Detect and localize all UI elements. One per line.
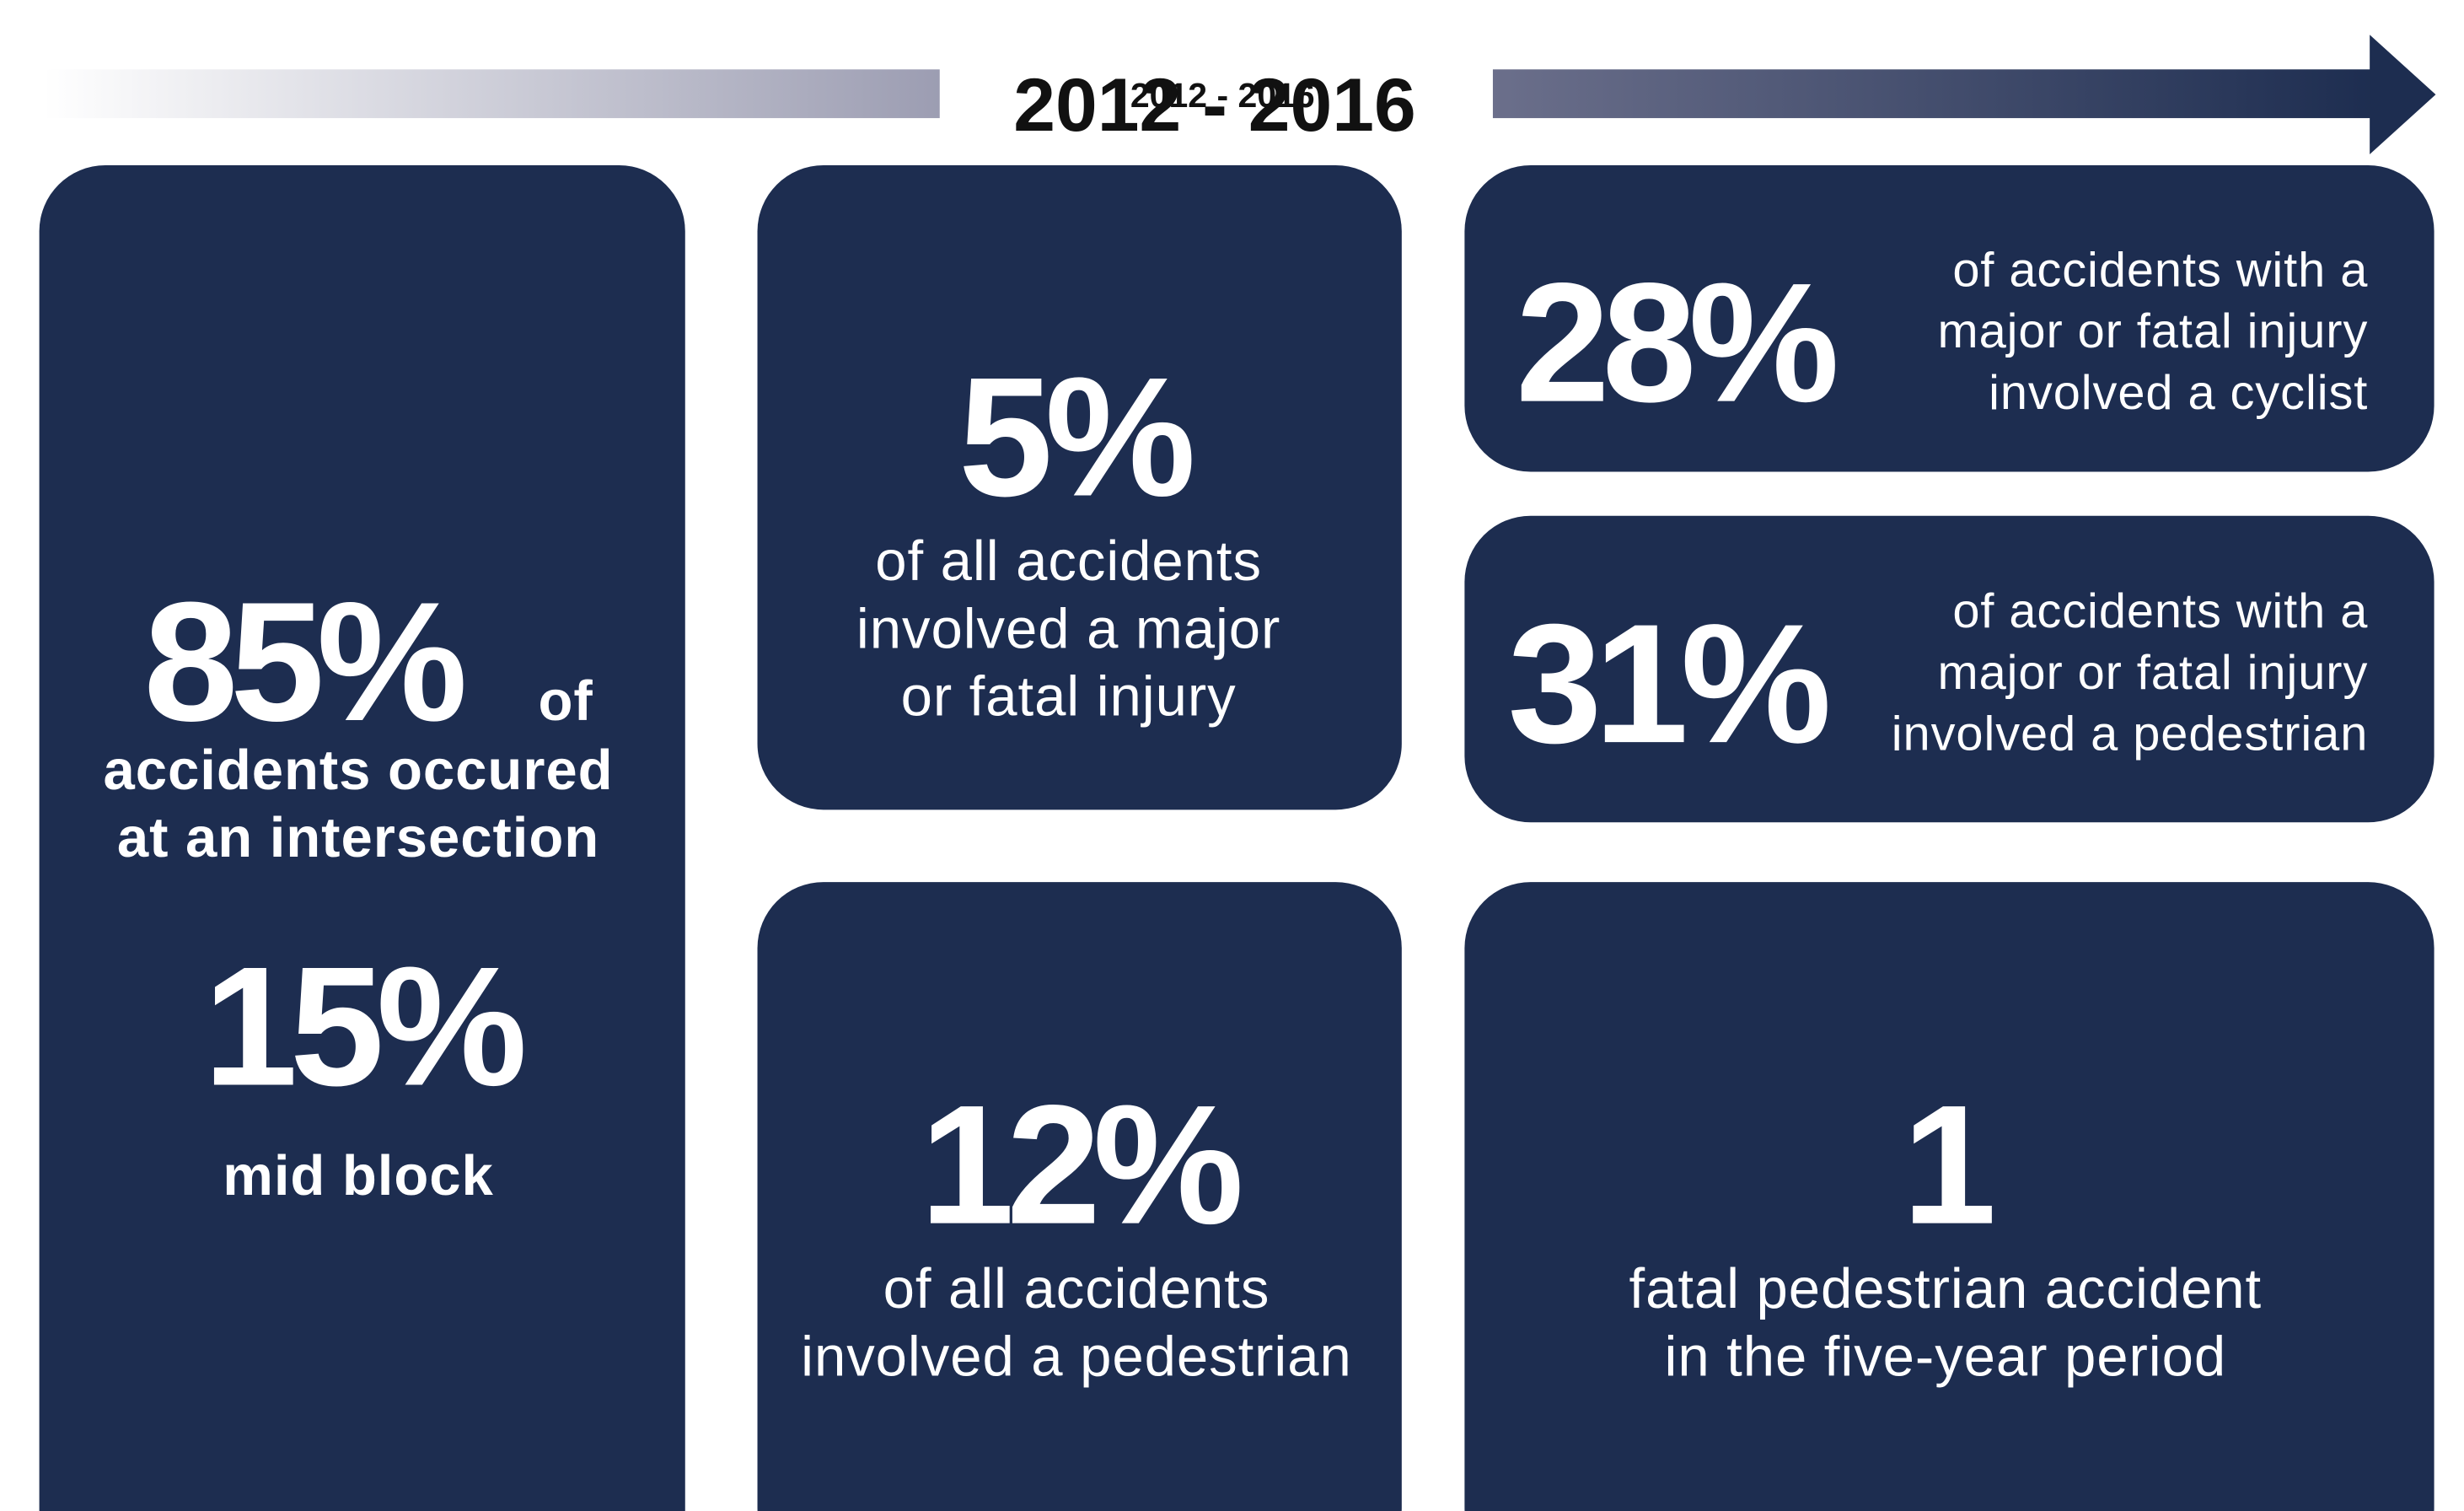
card-text: involved a pedestrian: [801, 1325, 1352, 1388]
card-text: involved a cyclist: [1989, 366, 2368, 420]
stat: 31%: [1508, 589, 1828, 778]
stat: 85%: [143, 567, 463, 756]
card: [1464, 515, 2434, 823]
stat: 1: [1903, 1070, 1993, 1260]
stat: 28%: [1516, 248, 1835, 438]
title-overlay: 2012 - 2016: [1130, 76, 1315, 115]
stat-suffix: of: [538, 669, 593, 733]
timeline-bar-left: [44, 69, 940, 119]
stat: 5%: [958, 341, 1192, 531]
timeline-bar-right: [1492, 69, 2376, 119]
card-text: of accidents with a: [1952, 244, 2368, 298]
card-text: involved a major: [856, 597, 1280, 660]
card: [1464, 165, 2434, 472]
card: [757, 882, 1402, 1511]
card-text: major or fatal injury: [1938, 646, 2369, 700]
card-text: of all accidents: [883, 1257, 1270, 1320]
timeline-arrowhead: [2370, 35, 2436, 154]
card: [1464, 882, 2434, 1511]
card-text: mid block: [223, 1144, 494, 1207]
card-text: fatal pedestrian accident: [1629, 1257, 2263, 1320]
title: 2012 - 2016: [1013, 62, 1416, 147]
card-text: in the five-year period: [1665, 1325, 2227, 1388]
stat: 12%: [920, 1070, 1239, 1260]
card-text: major or fatal injury: [1938, 304, 2369, 358]
card: [39, 165, 685, 1511]
card-text: accidents occured: [104, 739, 614, 802]
card-text: of accidents with a: [1952, 584, 2368, 638]
card: [757, 165, 1402, 810]
card-text: at an intersection: [117, 806, 599, 869]
card-text: or fatal injury: [901, 664, 1237, 728]
stat: 15%: [203, 932, 523, 1121]
card-text: involved a pedestrian: [1892, 707, 2369, 761]
card-text: of all accidents: [875, 530, 1262, 593]
